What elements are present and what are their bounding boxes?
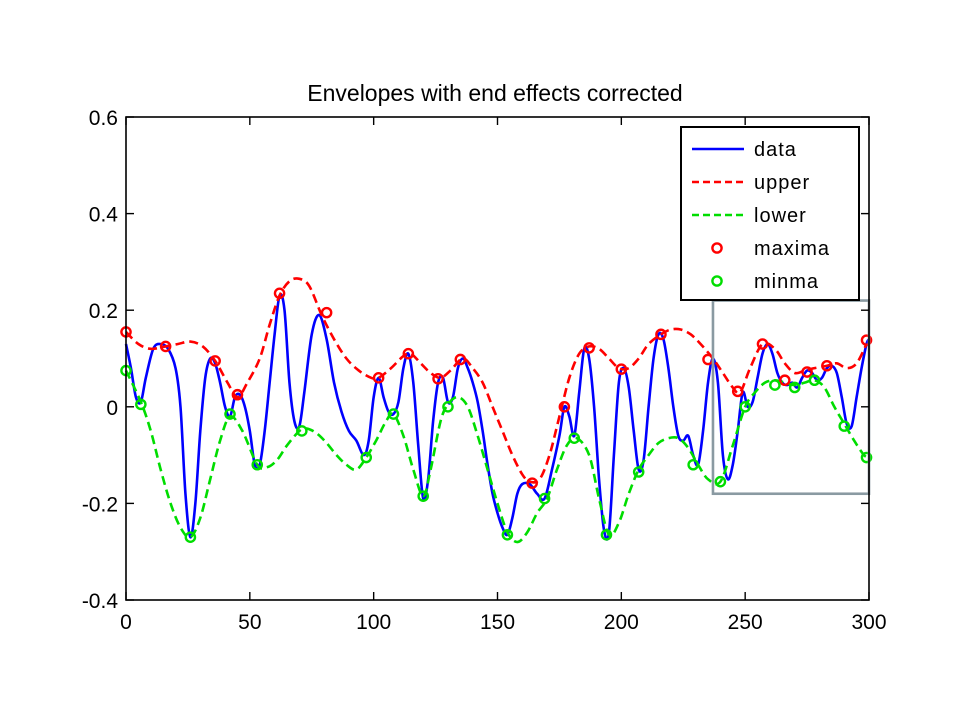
marker-minma-6 <box>360 451 373 464</box>
legend-label-maxima: maxima <box>754 238 830 260</box>
x-tick-label-4: 200 <box>604 611 639 634</box>
marker-minma-18 <box>769 379 781 391</box>
marker-minma-9 <box>442 400 454 413</box>
marker-minma-14 <box>632 466 645 478</box>
x-tick-label-5: 250 <box>728 611 763 634</box>
y-tick-label-0: -0.4 <box>82 590 119 613</box>
x-tick-label-1: 50 <box>238 611 261 634</box>
marker-minma-3 <box>224 408 236 420</box>
y-tick-label-3: 0.2 <box>89 300 118 323</box>
legend-box <box>680 126 860 301</box>
marker-maxima-18 <box>778 374 791 387</box>
marker-maxima-17 <box>756 338 769 350</box>
marker-maxima-12 <box>583 342 595 354</box>
marker-maxima-21 <box>860 334 873 346</box>
marker-maxima-10 <box>526 477 538 489</box>
marker-maxima-16 <box>731 385 744 398</box>
marker-minma-16 <box>714 475 727 488</box>
x-tick-label-0: 0 <box>120 611 132 634</box>
marker-maxima-7 <box>402 347 415 360</box>
marker-minma-10 <box>501 528 514 541</box>
marker-minma-7 <box>387 408 400 420</box>
marker-maxima-2 <box>209 355 221 367</box>
marker-minma-21 <box>838 420 851 432</box>
marker-maxima-14 <box>655 328 667 341</box>
marker-minma-5 <box>296 425 308 437</box>
marker-maxima-1 <box>159 340 172 353</box>
marker-minma-12 <box>568 432 581 444</box>
chart-title: Envelopes with end effects corrected <box>307 80 682 106</box>
marker-minma-15 <box>687 458 699 471</box>
marker-minma-2 <box>184 531 197 544</box>
legend-marker-minma <box>711 275 723 287</box>
y-tick-label-5: 0.6 <box>89 107 118 130</box>
marker-minma-22 <box>860 451 873 464</box>
marker-minma-20 <box>808 374 821 387</box>
marker-maxima-4 <box>273 287 286 300</box>
marker-maxima-6 <box>372 372 385 384</box>
marker-maxima-11 <box>558 400 571 413</box>
y-tick-label-2: 0 <box>106 397 118 420</box>
marker-maxima-9 <box>454 353 467 366</box>
marker-minma-13 <box>600 528 613 541</box>
legend-label-upper: upper <box>754 172 810 194</box>
x-tick-label-2: 100 <box>356 611 391 634</box>
marker-minma-4 <box>251 458 264 471</box>
marker-minma-11 <box>538 492 551 505</box>
marker-minma-8 <box>417 490 430 502</box>
x-tick-label-6: 300 <box>851 611 886 634</box>
marker-maxima-5 <box>320 306 333 319</box>
marker-minma-1 <box>135 398 147 411</box>
marker-maxima-19 <box>801 366 813 378</box>
legend-label-minma: minma <box>754 271 819 293</box>
marker-minma-19 <box>788 381 801 394</box>
marker-maxima-8 <box>432 372 444 385</box>
marker-maxima-13 <box>615 363 628 375</box>
series-line-upper <box>125 277 868 484</box>
legend-label-lower: lower <box>754 205 807 227</box>
legend-label-data: data <box>754 139 797 161</box>
y-tick-label-4: 0.4 <box>89 204 119 227</box>
legend-marker-maxima <box>711 242 723 254</box>
legend: data upper lower maxima minma <box>680 126 860 301</box>
marker-maxima-20 <box>821 359 833 372</box>
marker-minma-17 <box>739 400 751 413</box>
marker-maxima-3 <box>231 388 244 401</box>
x-tick-label-3: 150 <box>480 611 515 634</box>
y-tick-label-1: -0.2 <box>82 493 118 516</box>
